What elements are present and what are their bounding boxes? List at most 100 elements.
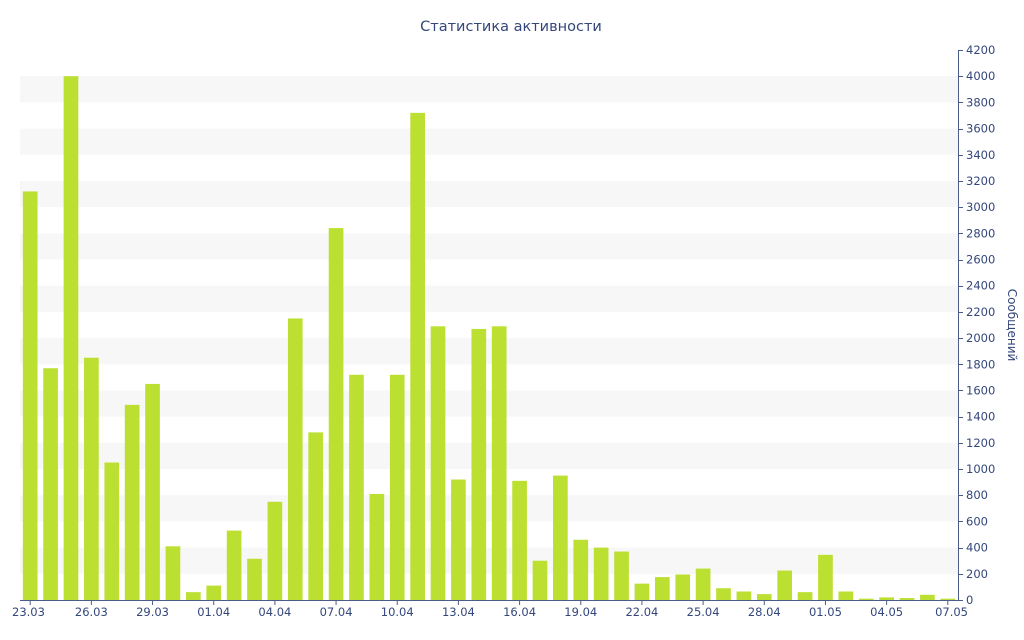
y-tick-label: 800 xyxy=(966,488,988,502)
grid-band xyxy=(20,128,958,155)
bar-08.04[interactable] xyxy=(349,374,364,600)
bar-28.04[interactable] xyxy=(756,594,772,600)
grid-band xyxy=(20,442,958,470)
grid-bands xyxy=(20,76,958,574)
x-tick-label: 26.03 xyxy=(75,605,108,619)
y-tick-label: 0 xyxy=(966,593,973,607)
bar-10.04[interactable] xyxy=(389,374,405,600)
x-tick-label: 04.05 xyxy=(870,605,903,619)
grid-band xyxy=(20,547,958,574)
bar-24.03[interactable] xyxy=(43,368,58,600)
bar-06.05[interactable] xyxy=(920,594,935,600)
bar-01.04[interactable] xyxy=(206,585,222,600)
chart-title: Статистика активности xyxy=(420,19,602,35)
y-tick-label: 3200 xyxy=(966,174,995,188)
x-tick-label: 04.04 xyxy=(258,605,291,619)
y-tick-label: 4000 xyxy=(966,69,995,83)
bar-02.05[interactable] xyxy=(838,591,854,600)
x-tick-label: 28.04 xyxy=(748,605,781,619)
bar-26.03[interactable] xyxy=(84,357,99,600)
grid-band xyxy=(20,285,958,312)
y-tick-label: 200 xyxy=(966,567,988,581)
bar-19.04[interactable] xyxy=(573,539,589,600)
bar-17.04[interactable] xyxy=(532,560,548,600)
bar-03.04[interactable] xyxy=(247,558,262,600)
bar-24.04[interactable] xyxy=(675,574,691,600)
axes xyxy=(20,50,963,605)
bar-28.03[interactable] xyxy=(124,404,140,600)
y-tick-label: 2200 xyxy=(966,305,995,319)
bar-02.04[interactable] xyxy=(226,530,242,600)
bar-29.04[interactable] xyxy=(777,570,793,600)
bar-25.03[interactable] xyxy=(63,76,79,600)
bar-23.04[interactable] xyxy=(654,577,670,600)
y-tick-label: 1000 xyxy=(966,462,995,476)
x-tick-label: 13.04 xyxy=(442,605,475,619)
grid-band xyxy=(20,180,958,208)
x-tick-labels: 23.03 26.03 29.03 01.04 04.04 07.04 10.04 13.04… xyxy=(12,605,968,619)
bar-30.04[interactable] xyxy=(797,592,813,600)
y-tick-label: 600 xyxy=(966,514,988,528)
bar-15.04[interactable] xyxy=(491,326,507,600)
grid-band xyxy=(20,233,958,260)
y-tick-label: 2600 xyxy=(966,253,995,267)
y-tick-labels: 0 200 400 600 800 1000 1200 1400 1600 1800 2000 220… xyxy=(966,43,995,607)
y-tick-label: 3400 xyxy=(966,148,995,162)
x-tick-label: 07.05 xyxy=(935,605,968,619)
bar-12.04[interactable] xyxy=(430,326,446,600)
bar-20.04[interactable] xyxy=(593,547,609,600)
y-tick-label: 3800 xyxy=(966,95,995,109)
bar-26.04[interactable] xyxy=(716,588,731,600)
y-tick-label: 2800 xyxy=(966,226,995,240)
x-tick-label: 07.04 xyxy=(320,605,353,619)
bar-25.04[interactable] xyxy=(695,568,711,600)
bar-01.05[interactable] xyxy=(818,554,833,600)
x-tick-label: 01.05 xyxy=(809,605,842,619)
bar-04.04[interactable] xyxy=(267,501,283,600)
bar-23.03[interactable] xyxy=(22,191,38,600)
bar-09.04[interactable] xyxy=(369,493,385,600)
bar-18.04[interactable] xyxy=(553,475,568,600)
y-tick-label: 3000 xyxy=(966,200,995,214)
bar-14.04[interactable] xyxy=(471,328,487,600)
y-tick-label: 400 xyxy=(966,541,988,555)
y-tick-label: 1600 xyxy=(966,383,995,397)
y-tick-label: 1400 xyxy=(966,410,995,424)
bar-30.03[interactable] xyxy=(165,546,181,600)
bar-06.04[interactable] xyxy=(308,432,324,600)
bar-31.03[interactable] xyxy=(185,592,201,600)
bar-13.04[interactable] xyxy=(451,479,466,600)
x-tick-label: 16.04 xyxy=(503,605,536,619)
x-tick-label: 22.04 xyxy=(625,605,658,619)
x-tick-label: 29.03 xyxy=(136,605,169,619)
x-tick-label: 10.04 xyxy=(381,605,414,619)
y-tick-label: 3600 xyxy=(966,122,995,136)
grid-band xyxy=(20,390,958,417)
bar-03.05[interactable] xyxy=(858,598,874,600)
bar-29.03[interactable] xyxy=(145,383,160,600)
grid-band xyxy=(20,338,958,365)
bar-05.04[interactable] xyxy=(287,318,303,600)
bar-27.04[interactable] xyxy=(736,591,752,600)
y-tick-label: 2400 xyxy=(966,279,995,293)
grid-band xyxy=(20,495,958,522)
x-tick-label: 01.04 xyxy=(197,605,230,619)
bar-07.04[interactable] xyxy=(328,228,344,600)
bar-27.03[interactable] xyxy=(104,462,120,601)
x-tick-label: 25.04 xyxy=(687,605,720,619)
bar-22.04[interactable] xyxy=(634,583,650,600)
bar-07.05[interactable] xyxy=(940,598,956,600)
bar-05.05[interactable] xyxy=(899,598,915,600)
bar-21.04[interactable] xyxy=(614,551,629,600)
y-tick-label: 2000 xyxy=(966,331,995,345)
bar-16.04[interactable] xyxy=(512,480,527,600)
y-tick-label: 1800 xyxy=(966,357,995,371)
y-axis-title: Сообщений xyxy=(1005,289,1019,362)
x-tick-label: 23.03 xyxy=(12,605,45,619)
bar-11.04[interactable] xyxy=(410,112,425,600)
y-tick-label: 4200 xyxy=(966,43,995,57)
y-tick-label: 1200 xyxy=(966,436,995,450)
bar-04.05[interactable] xyxy=(879,597,894,600)
